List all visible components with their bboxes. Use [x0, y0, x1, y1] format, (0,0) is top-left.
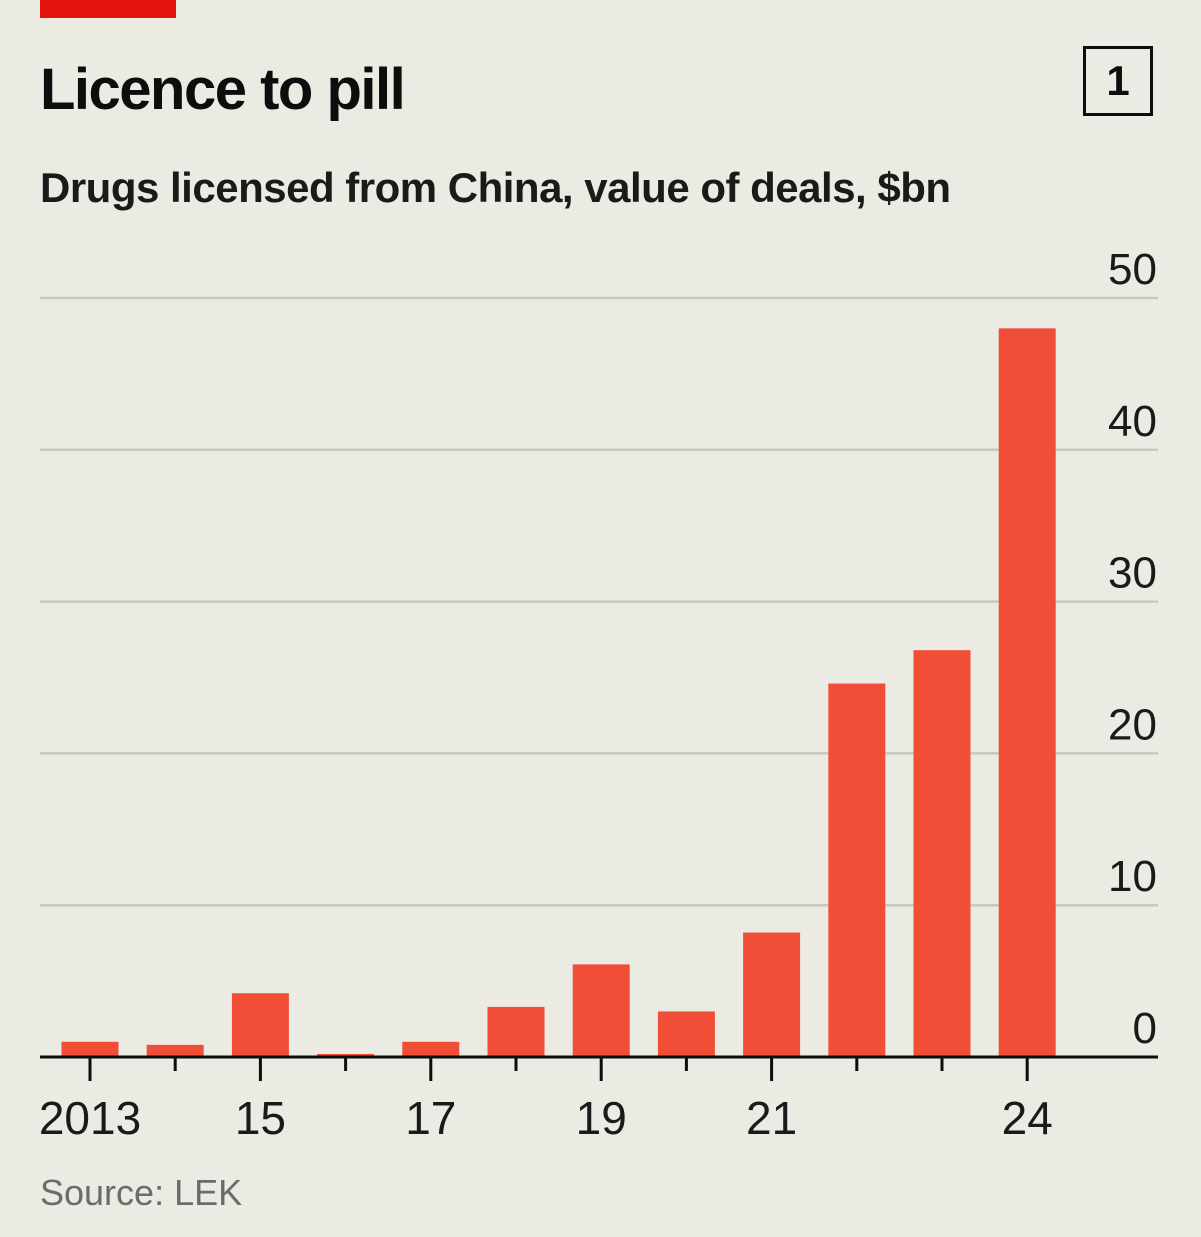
x-tick-label: 19: [576, 1092, 627, 1144]
x-axis: [40, 1055, 1158, 1081]
y-tick-labels: 0 10 20 30 40 50: [1108, 245, 1157, 1053]
y-tick-label: 0: [1133, 1004, 1157, 1053]
bar-2015: [231, 993, 289, 1057]
bar-2016: [317, 1053, 375, 1057]
bar-2018: [487, 1006, 545, 1057]
y-tick-label: 20: [1108, 700, 1157, 749]
chart-number-badge: 1: [1083, 46, 1153, 116]
x-tick-label: 2013: [39, 1092, 141, 1144]
x-tick-labels: 2013 15 17 19 21 24: [39, 1092, 1053, 1144]
x-tick-label: 24: [1002, 1092, 1053, 1144]
bar-2021: [743, 932, 801, 1057]
bars: [61, 328, 1056, 1057]
bar-2019: [572, 964, 630, 1057]
y-tick-label: 40: [1108, 397, 1157, 446]
y-tick-label: 10: [1108, 852, 1157, 901]
x-tick-label: 17: [405, 1092, 456, 1144]
bar-2014: [146, 1044, 204, 1057]
bar-2023: [913, 650, 971, 1057]
bar-2020: [657, 1011, 715, 1057]
x-tick-label: 15: [235, 1092, 286, 1144]
chart-title: Licence to pill: [40, 57, 406, 122]
y-tick-label: 50: [1108, 245, 1157, 294]
y-tick-label: 30: [1108, 549, 1157, 598]
chart-subtitle: Drugs licensed from China, value of deal…: [40, 164, 951, 211]
x-tick-label: 21: [746, 1092, 797, 1144]
bar-2013: [61, 1041, 119, 1057]
gridlines: [40, 296, 1158, 907]
bar-2022: [828, 683, 886, 1057]
source-note: Source: LEK: [40, 1172, 243, 1213]
bar-2024: [998, 328, 1056, 1057]
brand-tag: [40, 0, 176, 18]
bar-2017: [402, 1041, 460, 1057]
